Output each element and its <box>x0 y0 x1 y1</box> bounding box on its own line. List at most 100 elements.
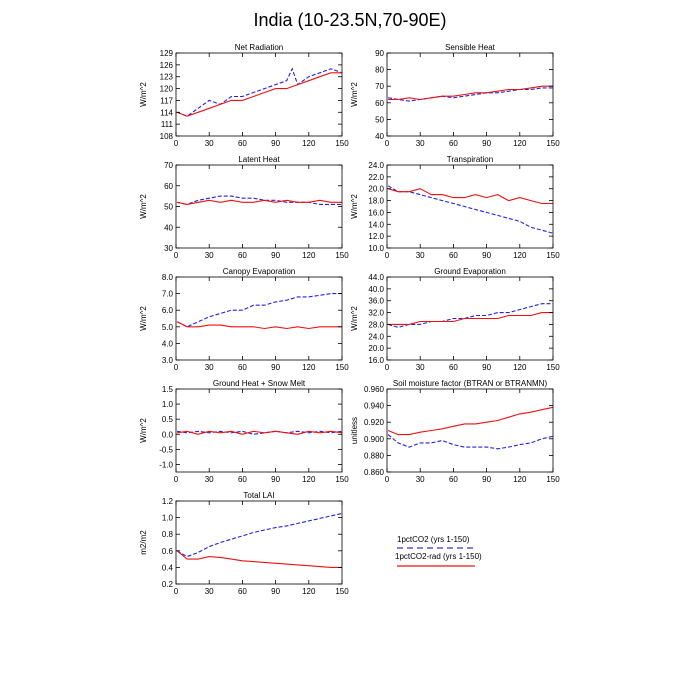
series-line-1pctco2-yrs-1-150 <box>176 293 342 328</box>
panel-title: Total LAI <box>243 491 274 500</box>
x-tick-label: 0 <box>385 139 390 148</box>
plot-frame <box>386 52 554 137</box>
x-tick-label: 90 <box>482 475 491 484</box>
x-tick-label: 120 <box>302 363 316 372</box>
panel-title: Net Radiation <box>235 43 283 52</box>
y-tick-label: 1.5 <box>162 385 174 394</box>
y-tick-label: 44.0 <box>368 273 384 282</box>
y-tick-label: 0.900 <box>364 435 385 444</box>
x-tick-label: 120 <box>513 251 527 260</box>
x-tick-label: 120 <box>302 139 316 148</box>
panel-title: Ground Evaporation <box>434 267 506 276</box>
y-tick-label: 32.0 <box>368 309 384 318</box>
y-tick-label: 28.0 <box>368 320 384 329</box>
x-tick-label: 60 <box>449 139 458 148</box>
y-axis-label: W/m^2 <box>350 306 359 331</box>
series-line-1pctco2-rad-yrs-1-150 <box>387 188 553 205</box>
legend-label-1pctco2: 1pctCO2 (yrs 1-150) <box>397 535 470 544</box>
y-tick-label: 24.0 <box>368 161 384 170</box>
x-tick-label: 30 <box>205 587 214 596</box>
y-axis-label: W/m^2 <box>139 82 148 107</box>
y-axis-label: W/m^2 <box>350 194 359 219</box>
y-tick-label: 36.0 <box>368 297 384 306</box>
plot-frame <box>175 164 343 249</box>
series-line-1pctco2-rad-yrs-1-150 <box>387 406 554 436</box>
x-tick-label: 120 <box>302 475 316 484</box>
series-line-1pctco2-yrs-1-150 <box>388 87 553 102</box>
y-tick-label: 0.4 <box>162 563 174 572</box>
x-tick-label: 120 <box>302 587 316 596</box>
x-tick-label: 150 <box>335 587 349 596</box>
chart-panel-net-radiation: Net Radiation W/m^2 0 30 60 90 120 150 108 111 114… <box>139 43 349 148</box>
plot-frame <box>386 388 554 473</box>
y-tick-label: 5.0 <box>162 323 174 332</box>
x-tick-label: 60 <box>238 475 247 484</box>
x-tick-label: 150 <box>335 251 349 260</box>
y-tick-label: 1.2 <box>162 497 174 506</box>
y-tick-label: 24.0 <box>368 332 384 341</box>
y-tick-label: 129 <box>160 49 174 58</box>
x-tick-label: 0 <box>174 139 179 148</box>
series-line-1pctco2-rad-yrs-1-150 <box>388 312 553 325</box>
panel-title: Sensible Heat <box>445 43 496 52</box>
y-tick-label: 60 <box>164 182 173 191</box>
y-tick-label: 114 <box>160 108 173 117</box>
series-line-1pctco2-rad-yrs-1-150 <box>176 550 342 568</box>
series-line-1pctco2-rad-yrs-1-150 <box>176 321 342 330</box>
x-tick-label: 60 <box>449 251 458 260</box>
chart-panel-ground-heat-snow-melt: Ground Heat + Snow Melt W/m^2 0 30 60 90 120 15… <box>139 379 349 484</box>
y-tick-label: 20.0 <box>368 185 384 194</box>
series-line-1pctco2-yrs-1-150 <box>176 195 342 205</box>
y-tick-label: 7.0 <box>162 290 174 299</box>
y-tick-label: 0.860 <box>364 468 385 477</box>
y-tick-label: 126 <box>160 61 174 70</box>
x-tick-label: 30 <box>205 475 214 484</box>
y-tick-label: 40 <box>164 223 173 232</box>
panel-title: Soil moisture factor (BTRAN or BTRANMN) <box>393 379 548 388</box>
x-tick-label: 60 <box>238 251 247 260</box>
y-tick-label: 16.0 <box>368 356 384 365</box>
x-tick-label: 90 <box>482 363 491 372</box>
y-tick-label: 30 <box>164 244 173 253</box>
y-tick-label: 10.0 <box>368 244 384 253</box>
x-tick-label: 30 <box>205 251 214 260</box>
x-tick-label: 0 <box>174 251 179 260</box>
y-tick-label: 16.0 <box>368 208 384 217</box>
y-tick-label: 40.0 <box>368 285 384 294</box>
y-tick-label: 120 <box>160 85 174 94</box>
series-line-1pctco2-yrs-1-150 <box>176 512 343 558</box>
panel-title: Transpiration <box>447 155 493 164</box>
y-tick-label: 1.0 <box>162 400 174 409</box>
x-tick-label: 30 <box>416 363 425 372</box>
chart-panel-ground-evaporation: Ground Evaporation W/m^2 0 30 60 90 120 150 16.0… <box>350 267 560 372</box>
plot-frame <box>175 388 343 473</box>
x-tick-label: 150 <box>546 251 560 260</box>
y-tick-label: 12.0 <box>368 232 384 241</box>
x-tick-label: 90 <box>271 587 280 596</box>
x-tick-label: 60 <box>449 363 458 372</box>
figure-title: India (10-23.5N,70-90E) <box>253 10 447 30</box>
y-axis-label: W/m^2 <box>350 82 359 107</box>
plot-frame <box>175 276 343 361</box>
x-tick-label: 120 <box>513 363 527 372</box>
y-axis-label: m2/m2 <box>139 530 148 555</box>
y-tick-label: 22.0 <box>368 173 384 182</box>
x-tick-label: 30 <box>205 139 214 148</box>
y-tick-label: 0.960 <box>364 385 385 394</box>
y-tick-label: 18.0 <box>368 197 384 206</box>
x-tick-label: 0 <box>385 363 390 372</box>
y-axis-label: W/m^2 <box>139 306 148 331</box>
y-tick-label: 0.5 <box>162 415 174 424</box>
y-tick-label: 20.0 <box>368 344 384 353</box>
x-tick-label: 90 <box>482 251 491 260</box>
panel-title: Canopy Evaporation <box>223 267 296 276</box>
chart-panel-total-lai: Total LAI m2/m2 0 30 60 90 120 150 0.2 0.4 0.6 0.8 1… <box>139 491 349 596</box>
y-tick-label: 0.0 <box>162 430 174 439</box>
y-tick-label: 117 <box>160 96 173 105</box>
series-line-1pctco2-yrs-1-150 <box>387 185 554 234</box>
x-tick-label: 0 <box>174 363 179 372</box>
chart-panel-canopy-evaporation: Canopy Evaporation W/m^2 0 30 60 90 120 150 3.0 4… <box>139 267 349 372</box>
x-tick-label: 120 <box>513 475 527 484</box>
series-line-1pctco2-rad-yrs-1-150 <box>177 430 343 435</box>
y-tick-label: 6.0 <box>162 306 174 315</box>
